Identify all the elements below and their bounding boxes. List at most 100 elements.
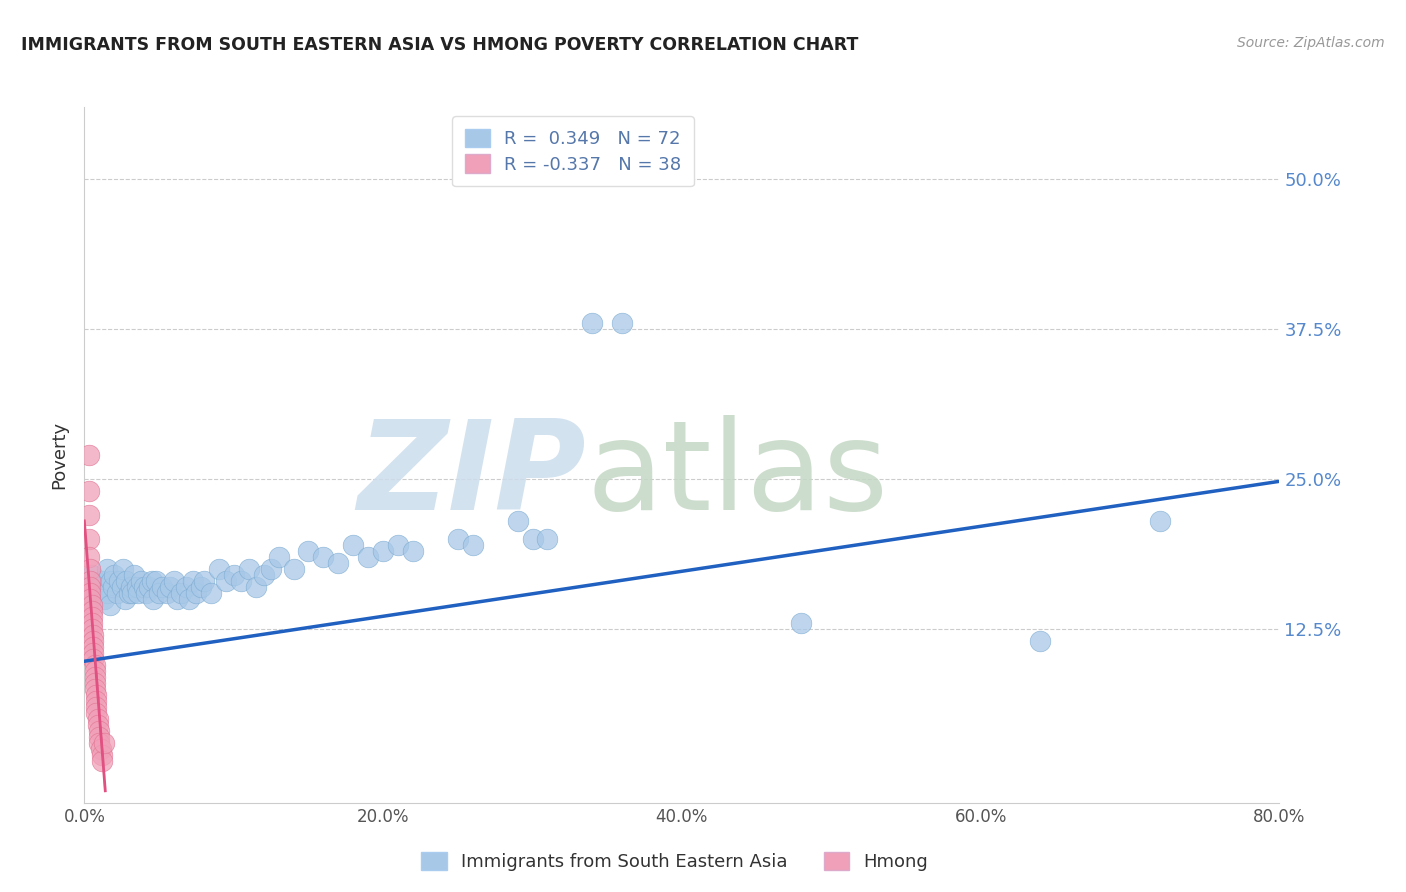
Point: [177, 591, 200, 606]
Point: [120, 580, 142, 594]
Point: [93, 591, 115, 606]
Point: [77, 532, 100, 546]
Point: [245, 580, 267, 594]
Point: [163, 574, 186, 588]
Point: [80, 598, 103, 612]
Text: ZIP: ZIP: [357, 416, 586, 536]
Point: [77, 448, 100, 462]
Point: [186, 586, 208, 600]
Point: [790, 615, 813, 630]
Point: [83, 664, 105, 678]
Point: [200, 586, 222, 600]
Point: [90, 741, 112, 756]
Point: [79, 574, 101, 588]
Point: [91, 574, 114, 588]
Point: [115, 574, 138, 588]
Point: [142, 591, 165, 606]
Point: [89, 736, 111, 750]
Point: [342, 538, 364, 552]
Point: [447, 532, 470, 546]
Point: [111, 580, 134, 594]
Point: [522, 532, 544, 546]
Point: [357, 549, 380, 564]
Point: [91, 747, 114, 762]
Point: [312, 549, 335, 564]
Point: [112, 562, 135, 576]
Point: [145, 574, 167, 588]
Point: [86, 586, 108, 600]
Point: [135, 586, 157, 600]
Point: [174, 580, 197, 594]
Point: [155, 586, 177, 600]
Point: [86, 706, 108, 720]
Point: [138, 580, 160, 594]
Point: [79, 586, 101, 600]
Point: [100, 574, 122, 588]
Point: [260, 562, 283, 576]
Point: [125, 580, 148, 594]
Point: [77, 508, 100, 522]
Point: [297, 544, 319, 558]
Point: [83, 670, 105, 684]
Y-axis label: Poverty: Poverty: [51, 421, 69, 489]
Point: [80, 615, 103, 630]
Point: [215, 574, 238, 588]
Point: [150, 580, 173, 594]
Point: [82, 646, 104, 660]
Point: [1029, 633, 1052, 648]
Point: [105, 586, 128, 600]
Point: [86, 694, 108, 708]
Point: [89, 730, 111, 744]
Point: [77, 483, 100, 498]
Point: [506, 514, 529, 528]
Point: [79, 580, 101, 594]
Point: [80, 604, 103, 618]
Point: [80, 610, 103, 624]
Point: [82, 628, 104, 642]
Point: [80, 622, 103, 636]
Point: [238, 562, 260, 576]
Point: [208, 562, 231, 576]
Point: [118, 586, 141, 600]
Point: [89, 723, 111, 738]
Point: [170, 586, 193, 600]
Point: [283, 562, 305, 576]
Point: [581, 316, 603, 330]
Point: [83, 676, 105, 690]
Point: [107, 574, 129, 588]
Point: [79, 591, 101, 606]
Point: [83, 681, 105, 696]
Point: [87, 712, 110, 726]
Point: [91, 754, 114, 768]
Point: [86, 688, 108, 702]
Point: [82, 652, 104, 666]
Point: [612, 316, 634, 330]
Point: [98, 598, 121, 612]
Point: [253, 567, 276, 582]
Text: Source: ZipAtlas.com: Source: ZipAtlas.com: [1237, 36, 1385, 50]
Point: [80, 567, 103, 582]
Point: [402, 544, 425, 558]
Point: [166, 591, 188, 606]
Point: [79, 562, 101, 576]
Point: [132, 580, 156, 594]
Point: [83, 657, 105, 672]
Point: [536, 532, 558, 546]
Text: IMMIGRANTS FROM SOUTH EASTERN ASIA VS HMONG POVERTY CORRELATION CHART: IMMIGRANTS FROM SOUTH EASTERN ASIA VS HM…: [21, 36, 859, 54]
Point: [87, 718, 110, 732]
Point: [129, 574, 152, 588]
Point: [101, 580, 124, 594]
Point: [127, 586, 149, 600]
Point: [141, 574, 163, 588]
Point: [148, 586, 170, 600]
Point: [1149, 514, 1171, 528]
Point: [373, 544, 395, 558]
Point: [231, 574, 253, 588]
Point: [267, 549, 290, 564]
Legend: R =  0.349   N = 72, R = -0.337   N = 38: R = 0.349 N = 72, R = -0.337 N = 38: [451, 116, 695, 186]
Point: [159, 580, 181, 594]
Legend: Immigrants from South Eastern Asia, Hmong: Immigrants from South Eastern Asia, Hmon…: [415, 845, 935, 879]
Point: [82, 633, 104, 648]
Point: [89, 580, 111, 594]
Point: [96, 562, 118, 576]
